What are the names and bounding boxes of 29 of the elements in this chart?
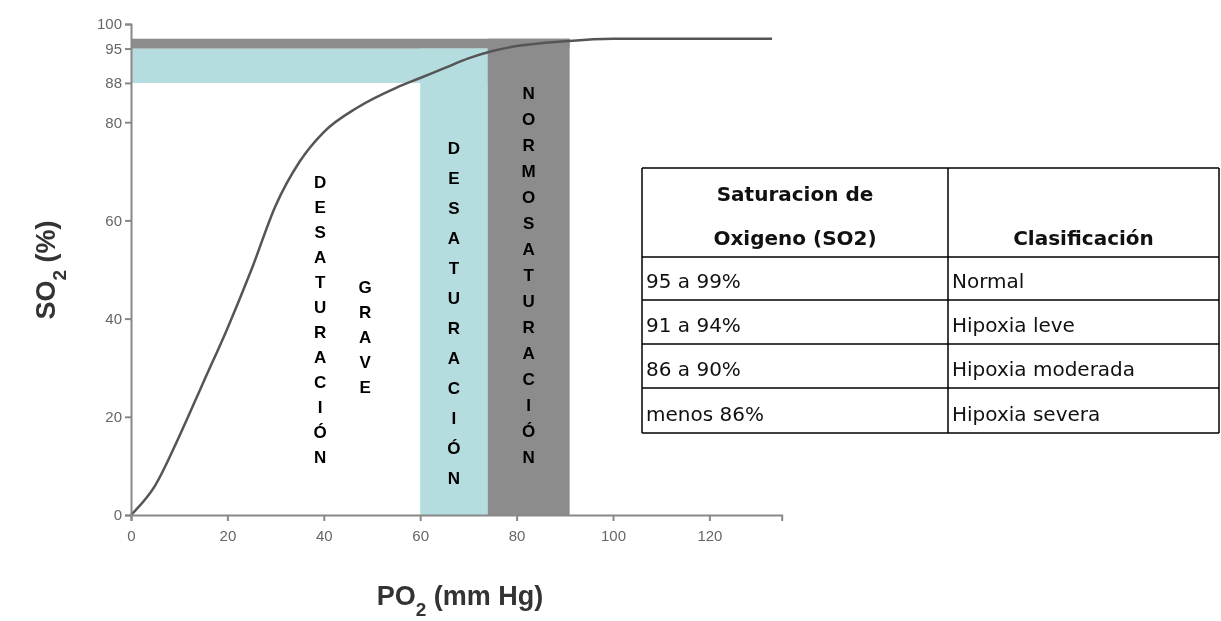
annotation: 86 a 90% [646,357,741,381]
x-tick-label: 120 [697,526,723,544]
y-tick-label: 40 [105,309,122,327]
y-tick-label: 20 [105,408,122,426]
text: Hipoxia moderada [952,357,1136,381]
band-label: NORMOSATURACIÓN [519,83,539,474]
x-tick-label: 100 [600,526,627,544]
text: Clasificación [1013,226,1154,250]
annotation: menos 86% [646,402,764,426]
x-tick-label: 40 [315,526,333,544]
y-tick-label: 0 [113,506,122,524]
band-label: DESATURACIÓN [444,138,464,499]
text: Normal [952,269,1025,293]
y-tick-label: 88 [105,74,122,92]
y-tick-label: 95 [105,39,122,57]
annotation: 91 a 94% [646,313,741,337]
annotation: 95 a 99% [646,269,741,293]
text: Hipoxia leve [952,313,1075,337]
x-tick-label: 0 [127,526,136,544]
x-tick-label: 20 [219,526,237,544]
x-axis-title: PO$_{2}$ (mm Hg) [376,581,544,620]
x-tick-label: 80 [508,526,526,544]
text: DESATURACIÓN GRAVE [310,173,375,473]
x-tick-label: 60 [412,526,430,544]
y-tick-label: 60 [105,211,122,229]
text: Hipoxia severa [952,402,1101,426]
annotation: Saturacion de Oxigeno (SO2) [713,182,877,250]
y-tick-label: 100 [96,15,122,33]
y-tick-label: 80 [105,113,122,131]
